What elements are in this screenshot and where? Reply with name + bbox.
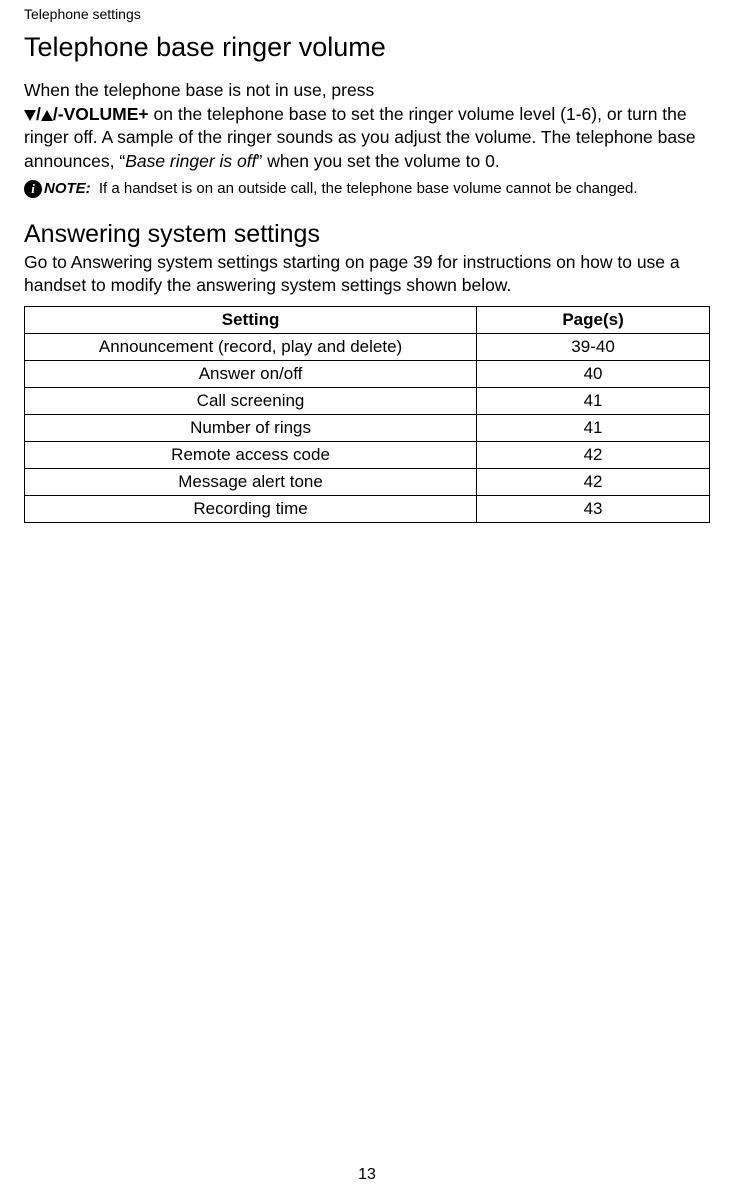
- ringer-volume-paragraph: When the telephone base is not in use, p…: [24, 79, 710, 174]
- table-cell-setting: Message alert tone: [25, 468, 477, 495]
- table-cell-setting: Announcement (record, play and delete): [25, 333, 477, 360]
- table-cell-pages: 41: [477, 387, 710, 414]
- note-line: i NOTE: If a handset is on an outside ca…: [24, 180, 710, 198]
- triangle-up-icon: [41, 110, 53, 121]
- note-text: If a handset is on an outside call, the …: [95, 180, 638, 197]
- table-cell-pages: 42: [477, 468, 710, 495]
- table-row: Answer on/off 40: [25, 360, 710, 387]
- table-row: Message alert tone 42: [25, 468, 710, 495]
- table-header-setting: Setting: [25, 306, 477, 333]
- table-header-row: Setting Page(s): [25, 306, 710, 333]
- section-title-answering: Answering system settings: [24, 220, 710, 249]
- table-cell-setting: Remote access code: [25, 441, 477, 468]
- table-row: Announcement (record, play and delete) 3…: [25, 333, 710, 360]
- page-title: Telephone base ringer volume: [24, 32, 710, 63]
- para1-text-3: ” when you set the volume to 0.: [257, 151, 500, 171]
- table-row: Number of rings 41: [25, 414, 710, 441]
- page-number: 13: [0, 1166, 734, 1184]
- volume-control-label: /-VOLUME+: [53, 104, 149, 124]
- table-cell-pages: 40: [477, 360, 710, 387]
- para1-italic: Base ringer is off: [125, 151, 256, 171]
- table-cell-pages: 42: [477, 441, 710, 468]
- info-icon: i: [24, 180, 42, 198]
- table-cell-setting: Recording time: [25, 495, 477, 522]
- settings-table: Setting Page(s) Announcement (record, pl…: [24, 306, 710, 523]
- table-cell-setting: Call screening: [25, 387, 477, 414]
- table-row: Call screening 41: [25, 387, 710, 414]
- section2-text: Go to Answering system settings starting…: [24, 251, 710, 298]
- para1-text-1: When the telephone base is not in use, p…: [24, 80, 374, 100]
- table-cell-setting: Answer on/off: [25, 360, 477, 387]
- table-cell-pages: 39-40: [477, 333, 710, 360]
- triangle-down-icon: [24, 110, 36, 121]
- table-row: Recording time 43: [25, 495, 710, 522]
- table-cell-pages: 43: [477, 495, 710, 522]
- table-row: Remote access code 42: [25, 441, 710, 468]
- note-label: NOTE:: [44, 180, 91, 197]
- table-cell-setting: Number of rings: [25, 414, 477, 441]
- table-header-pages: Page(s): [477, 306, 710, 333]
- page-header: Telephone settings: [24, 0, 710, 32]
- table-cell-pages: 41: [477, 414, 710, 441]
